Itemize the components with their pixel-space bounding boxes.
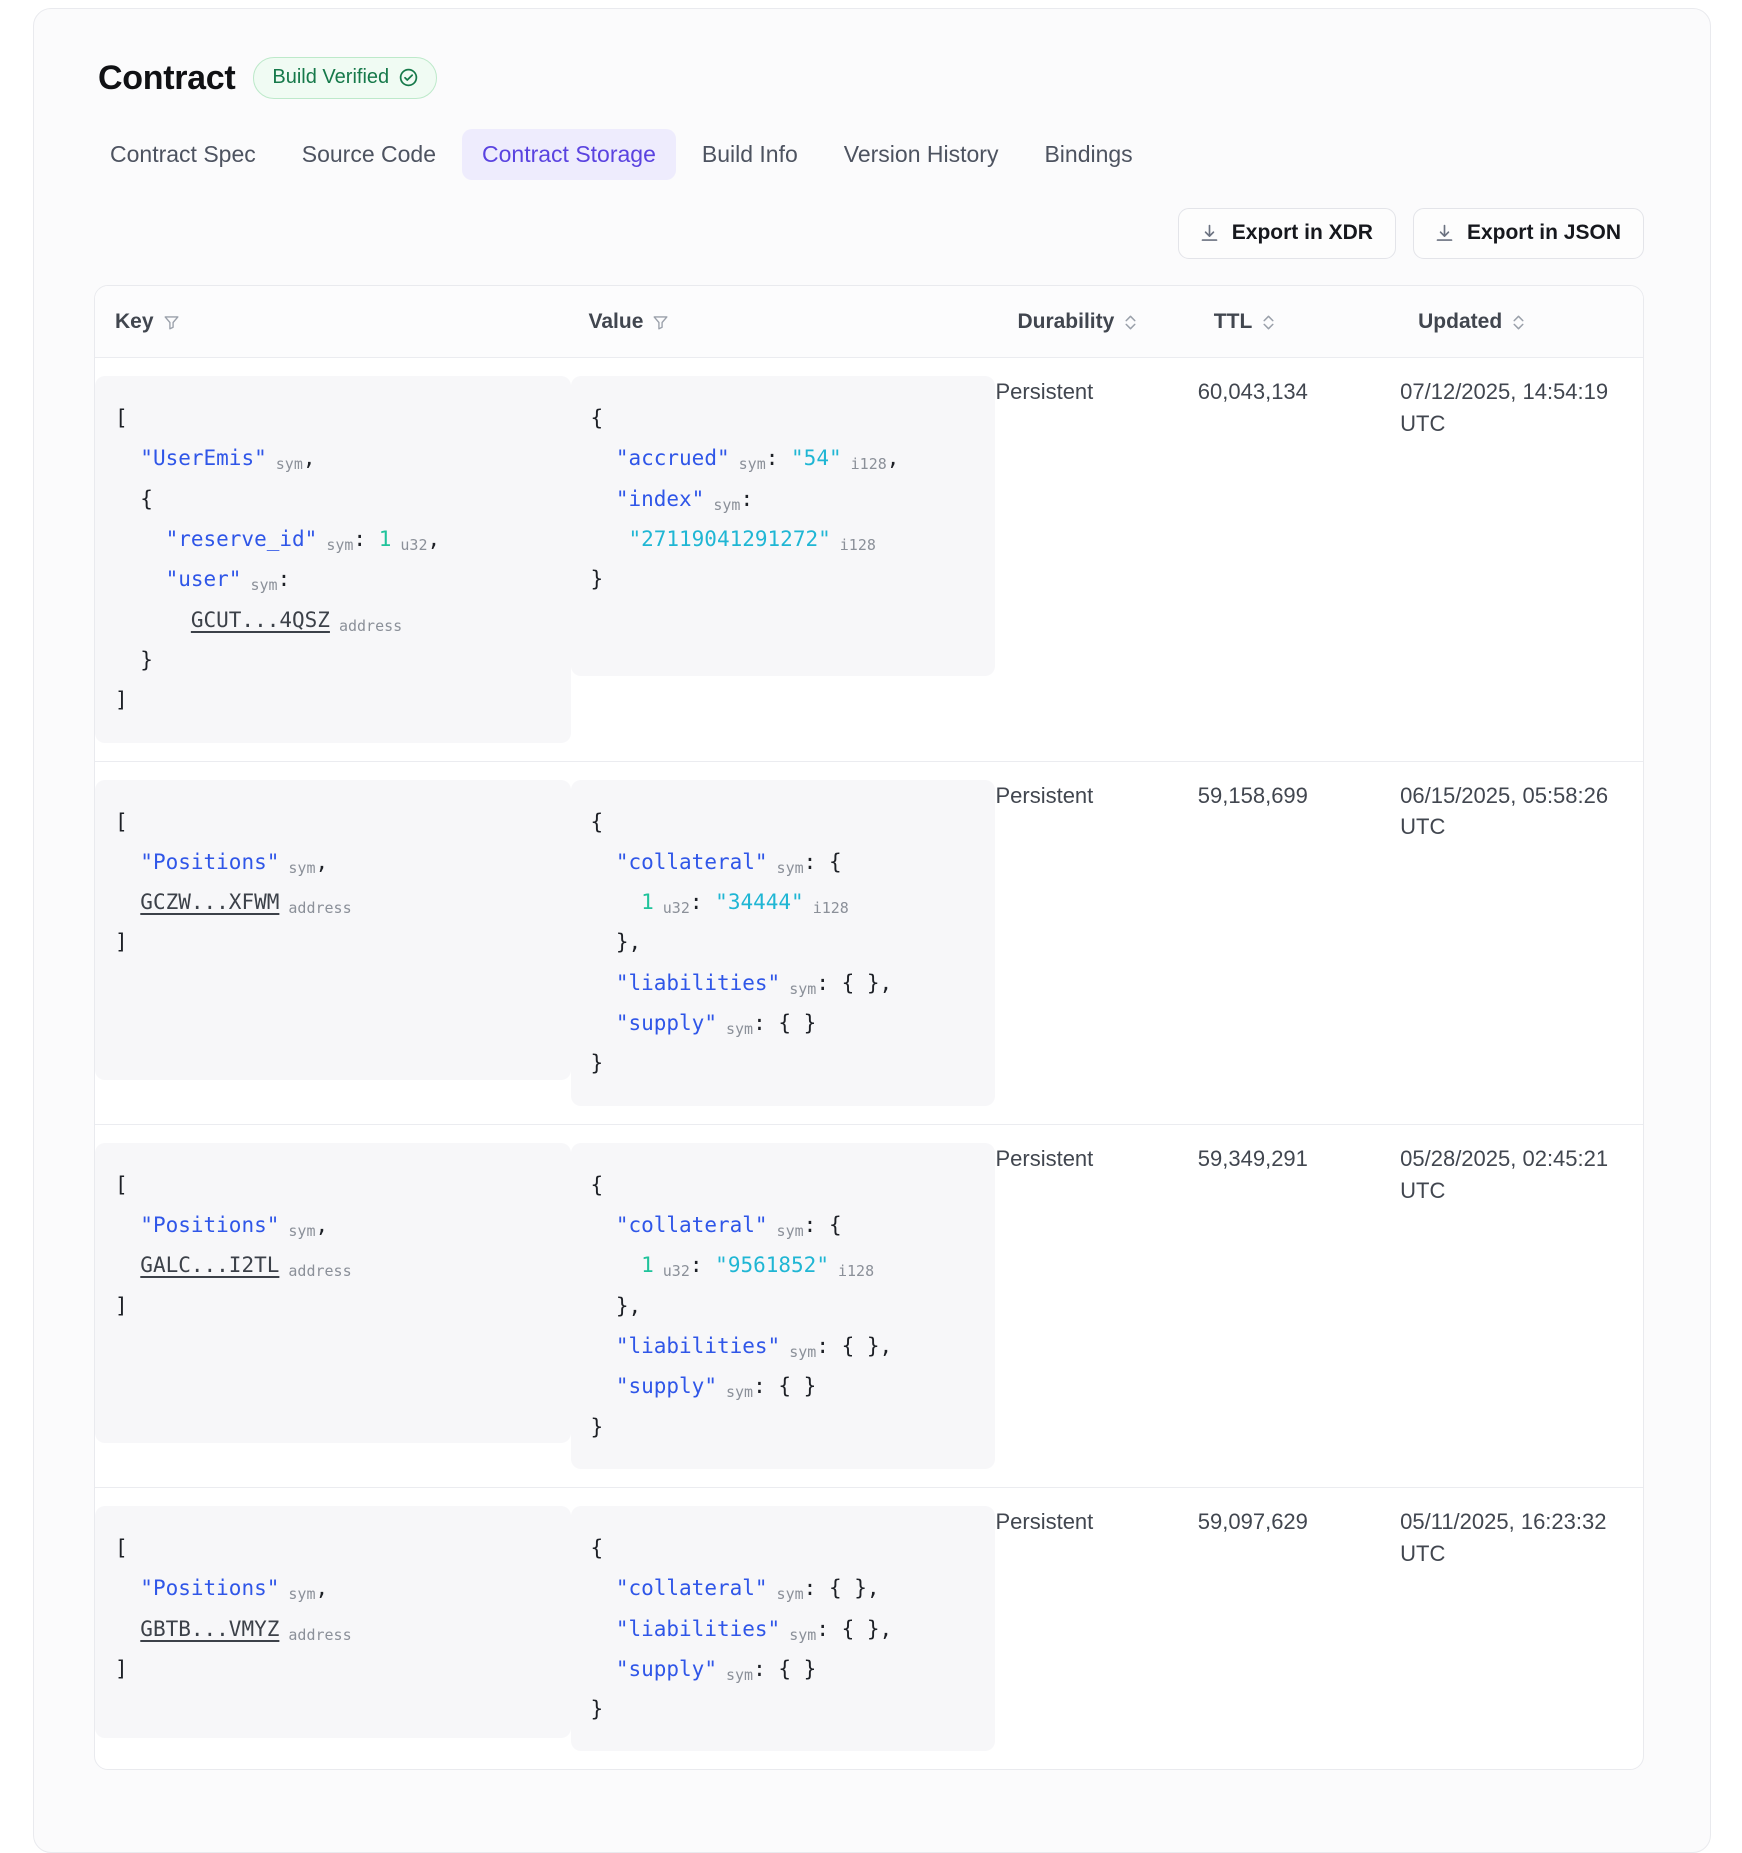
- cell-ttl: 59,097,629: [1197, 1486, 1401, 1770]
- cell-durability: Persistent: [995, 379, 1094, 404]
- address-link[interactable]: GCUT...4QSZ: [190, 607, 330, 632]
- tab-source-code[interactable]: Source Code: [301, 141, 436, 167]
- filter-icon[interactable]: [162, 313, 181, 332]
- download-icon: [1199, 223, 1220, 244]
- tab-contract-spec[interactable]: Contract Spec: [110, 141, 256, 167]
- value-code-block: { "collateral" sym: { 1 u32: "9561852" i…: [570, 1142, 996, 1469]
- tab-version-history[interactable]: Version History: [843, 141, 999, 167]
- table-row[interactable]: [ "Positions" sym, GCZW...XFWM address ]…: [95, 760, 1643, 1125]
- sort-icon[interactable]: [1260, 313, 1277, 332]
- export-json-label: Export in JSON: [1466, 221, 1621, 244]
- export-toolbar: Export in XDR Export in JSON: [68, 208, 1670, 259]
- page-header: Contract Build Verified: [68, 57, 1670, 99]
- sort-icon[interactable]: [1122, 313, 1139, 332]
- filter-icon[interactable]: [651, 313, 670, 332]
- column-header-updated[interactable]: Updated: [1400, 286, 1643, 358]
- column-label: Value: [588, 310, 644, 333]
- tab-bar: Contract Spec Source Code Contract Stora…: [68, 129, 1670, 180]
- value-code-block: { "collateral" sym: { 1 u32: "34444" i12…: [570, 779, 996, 1106]
- column-header-durability[interactable]: Durability: [995, 286, 1198, 358]
- cell-ttl: 59,158,699: [1197, 760, 1401, 1125]
- cell-value: { "collateral" sym: { 1 u32: "34444" i12…: [570, 760, 996, 1125]
- column-label: Key: [115, 310, 154, 333]
- column-header-key[interactable]: Key: [95, 286, 571, 358]
- cell-updated: 05/11/2025, 16:23:32 UTC: [1400, 1486, 1643, 1770]
- cell-value: { "collateral" sym: { }, "liabilities" s…: [570, 1486, 996, 1770]
- contract-page-card: Contract Build Verified Contract Spec So…: [33, 8, 1711, 1853]
- cell-value: { "accrued" sym: "54" i128, "index" sym:…: [570, 358, 996, 762]
- cell-key: [ "Positions" sym, GCZW...XFWM address ]: [95, 760, 571, 1125]
- sort-icon[interactable]: [1510, 313, 1527, 332]
- table-row[interactable]: [ "Positions" sym, GALC...I2TL address ]…: [95, 1123, 1643, 1488]
- key-code-block: [ "Positions" sym, GBTB...VMYZ address ]: [95, 1505, 571, 1738]
- address-link[interactable]: GALC...I2TL: [140, 1253, 280, 1278]
- status-badge: Build Verified: [253, 57, 438, 99]
- page-title: Contract: [98, 58, 236, 97]
- column-label: Updated: [1418, 310, 1503, 333]
- column-label: TTL: [1213, 310, 1253, 333]
- badge-label: Build Verified: [272, 66, 390, 88]
- download-icon: [1434, 223, 1455, 244]
- cell-value: { "collateral" sym: { 1 u32: "9561852" i…: [570, 1123, 996, 1488]
- cell-ttl: 59,349,291: [1197, 1123, 1401, 1488]
- address-link[interactable]: GCZW...XFWM: [140, 890, 280, 915]
- column-header-value[interactable]: Value: [570, 286, 996, 358]
- cell-durability: Persistent: [995, 760, 1198, 1125]
- tab-build-info[interactable]: Build Info: [701, 141, 798, 167]
- cell-durability: Persistent: [995, 1486, 1198, 1770]
- key-code-block: [ "Positions" sym, GCZW...XFWM address ]: [95, 779, 571, 1080]
- column-label: Durability: [1017, 310, 1115, 333]
- key-code-block: [ "Positions" sym, GALC...I2TL address ]: [95, 1142, 571, 1443]
- table-row[interactable]: [ "UserEmis" sym, { "reserve_id" sym: 1 …: [95, 358, 1643, 762]
- key-code-block: [ "UserEmis" sym, { "reserve_id" sym: 1 …: [95, 376, 571, 743]
- export-xdr-button[interactable]: Export in XDR: [1177, 208, 1396, 259]
- table-body: [ "UserEmis" sym, { "reserve_id" sym: 1 …: [95, 358, 1643, 1770]
- cell-updated: 07/12/2025, 14:54:19 UTC: [1400, 379, 1609, 436]
- value-code-block: { "accrued" sym: "54" i128, "index" sym:…: [570, 376, 996, 676]
- cell-durability: Persistent: [995, 1123, 1198, 1488]
- table-row[interactable]: [ "Positions" sym, GBTB...VMYZ address ]…: [95, 1486, 1643, 1770]
- column-header-ttl[interactable]: TTL: [1197, 286, 1401, 358]
- cell-updated: 05/28/2025, 02:45:21 UTC: [1400, 1123, 1643, 1488]
- table-header-row: Key Value: [95, 286, 1643, 358]
- cell-updated: 06/15/2025, 05:58:26 UTC: [1400, 760, 1643, 1125]
- export-xdr-label: Export in XDR: [1231, 221, 1373, 244]
- address-link[interactable]: GBTB...VMYZ: [140, 1616, 280, 1641]
- cell-ttl: 60,043,134: [1197, 379, 1308, 404]
- tab-contract-storage[interactable]: Contract Storage: [462, 129, 676, 180]
- tab-bindings[interactable]: Bindings: [1044, 141, 1133, 167]
- contract-storage-table: Key Value: [94, 285, 1644, 1771]
- cell-key: [ "Positions" sym, GBTB...VMYZ address ]: [95, 1486, 571, 1770]
- check-circle-icon: [398, 67, 419, 88]
- value-code-block: { "collateral" sym: { }, "liabilities" s…: [570, 1505, 996, 1752]
- cell-key: [ "Positions" sym, GALC...I2TL address ]: [95, 1123, 571, 1488]
- cell-key: [ "UserEmis" sym, { "reserve_id" sym: 1 …: [95, 358, 571, 762]
- export-json-button[interactable]: Export in JSON: [1412, 208, 1644, 259]
